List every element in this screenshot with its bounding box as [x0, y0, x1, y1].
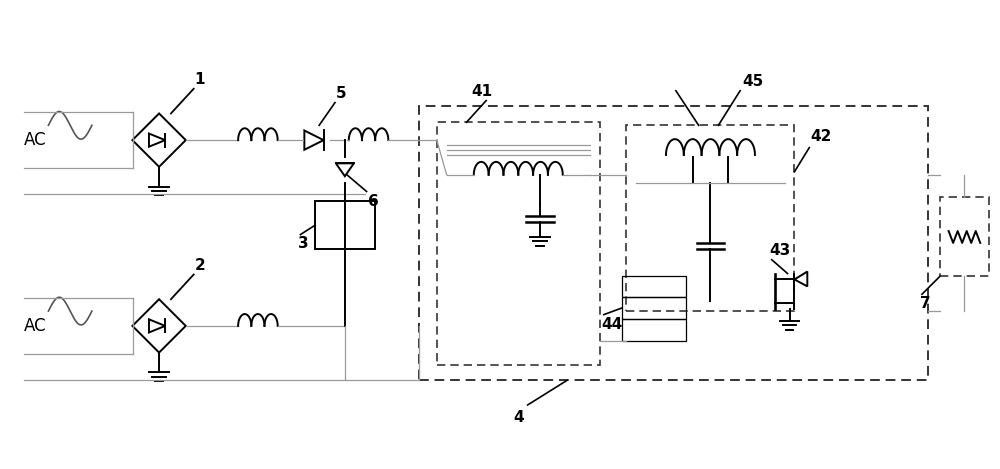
- Text: 6: 6: [368, 195, 378, 210]
- Text: AC: AC: [24, 317, 46, 335]
- Text: AC: AC: [24, 131, 46, 149]
- Text: 42: 42: [810, 129, 832, 144]
- Text: 5: 5: [336, 86, 347, 101]
- Bar: [940, 197, 989, 277]
- Text: 1: 1: [195, 72, 205, 87]
- Bar: [622, 319, 686, 340]
- Text: 3: 3: [298, 235, 309, 250]
- Text: 7: 7: [920, 296, 931, 311]
- Text: 43: 43: [770, 243, 791, 258]
- Bar: [315, 201, 375, 249]
- Bar: [437, 122, 600, 365]
- Text: 41: 41: [471, 83, 492, 98]
- Text: 4: 4: [513, 410, 523, 425]
- Bar: [622, 297, 686, 319]
- Bar: [419, 106, 928, 380]
- Text: 45: 45: [742, 74, 763, 89]
- Text: 44: 44: [602, 317, 623, 332]
- Bar: [626, 125, 794, 311]
- Bar: [622, 275, 686, 297]
- Text: 2: 2: [195, 257, 205, 272]
